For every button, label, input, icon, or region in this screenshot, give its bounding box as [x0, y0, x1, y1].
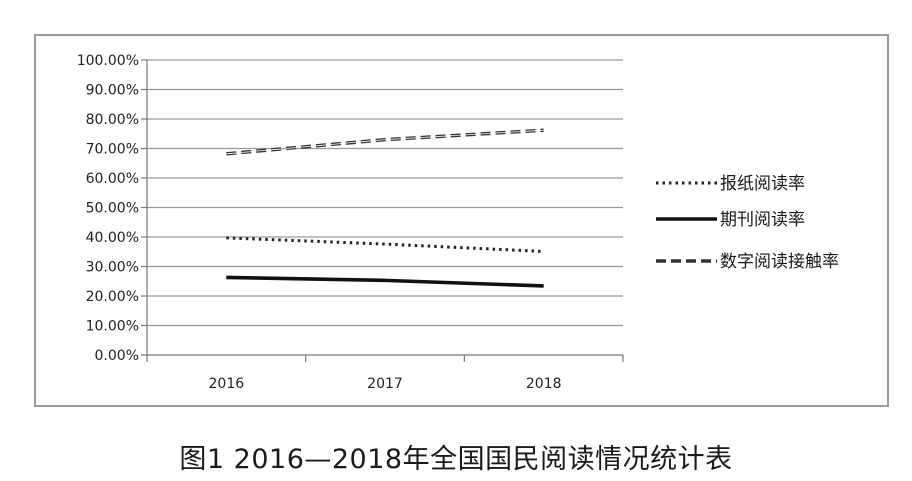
x-tick-label: 2017 [367, 376, 403, 392]
y-tick-label: 100.00% [77, 53, 139, 69]
line-chart: 0.00% 10.00% 20.00% 30.00% 40.00% 50.00% 60.00… [77, 53, 839, 392]
y-tick-label: 60.00% [86, 171, 139, 187]
series-line-3 [226, 128, 544, 156]
series-line-2 [226, 275, 544, 288]
y-tick-label: 20.00% [86, 289, 139, 305]
y-tick-label: 80.00% [86, 112, 139, 128]
y-tick-label: 50.00% [86, 201, 139, 217]
y-tick-label: 90.00% [86, 83, 139, 99]
y-tick-label: 40.00% [86, 230, 139, 246]
y-tick-label: 10.00% [86, 319, 139, 335]
x-tick-label: 2018 [526, 376, 562, 392]
series-line-inner-3 [226, 129, 544, 155]
chart-frame: 0.00% 10.00% 20.00% 30.00% 40.00% 50.00% 60.00… [34, 34, 889, 407]
y-tick-label: 70.00% [86, 142, 139, 158]
x-tick-label: 2016 [209, 376, 245, 392]
figure-caption: 图1 2016—2018年全国国民阅读情况统计表 [179, 444, 733, 475]
y-tick-label: 30.00% [86, 260, 139, 276]
y-tick-label: 0.00% [95, 348, 139, 364]
legend-label-2: 期刊阅读率 [720, 210, 805, 230]
legend-label-3: 数字阅读接触率 [720, 252, 839, 272]
legend-label-1: 报纸阅读率 [720, 174, 805, 194]
series-line-1 [226, 236, 544, 253]
